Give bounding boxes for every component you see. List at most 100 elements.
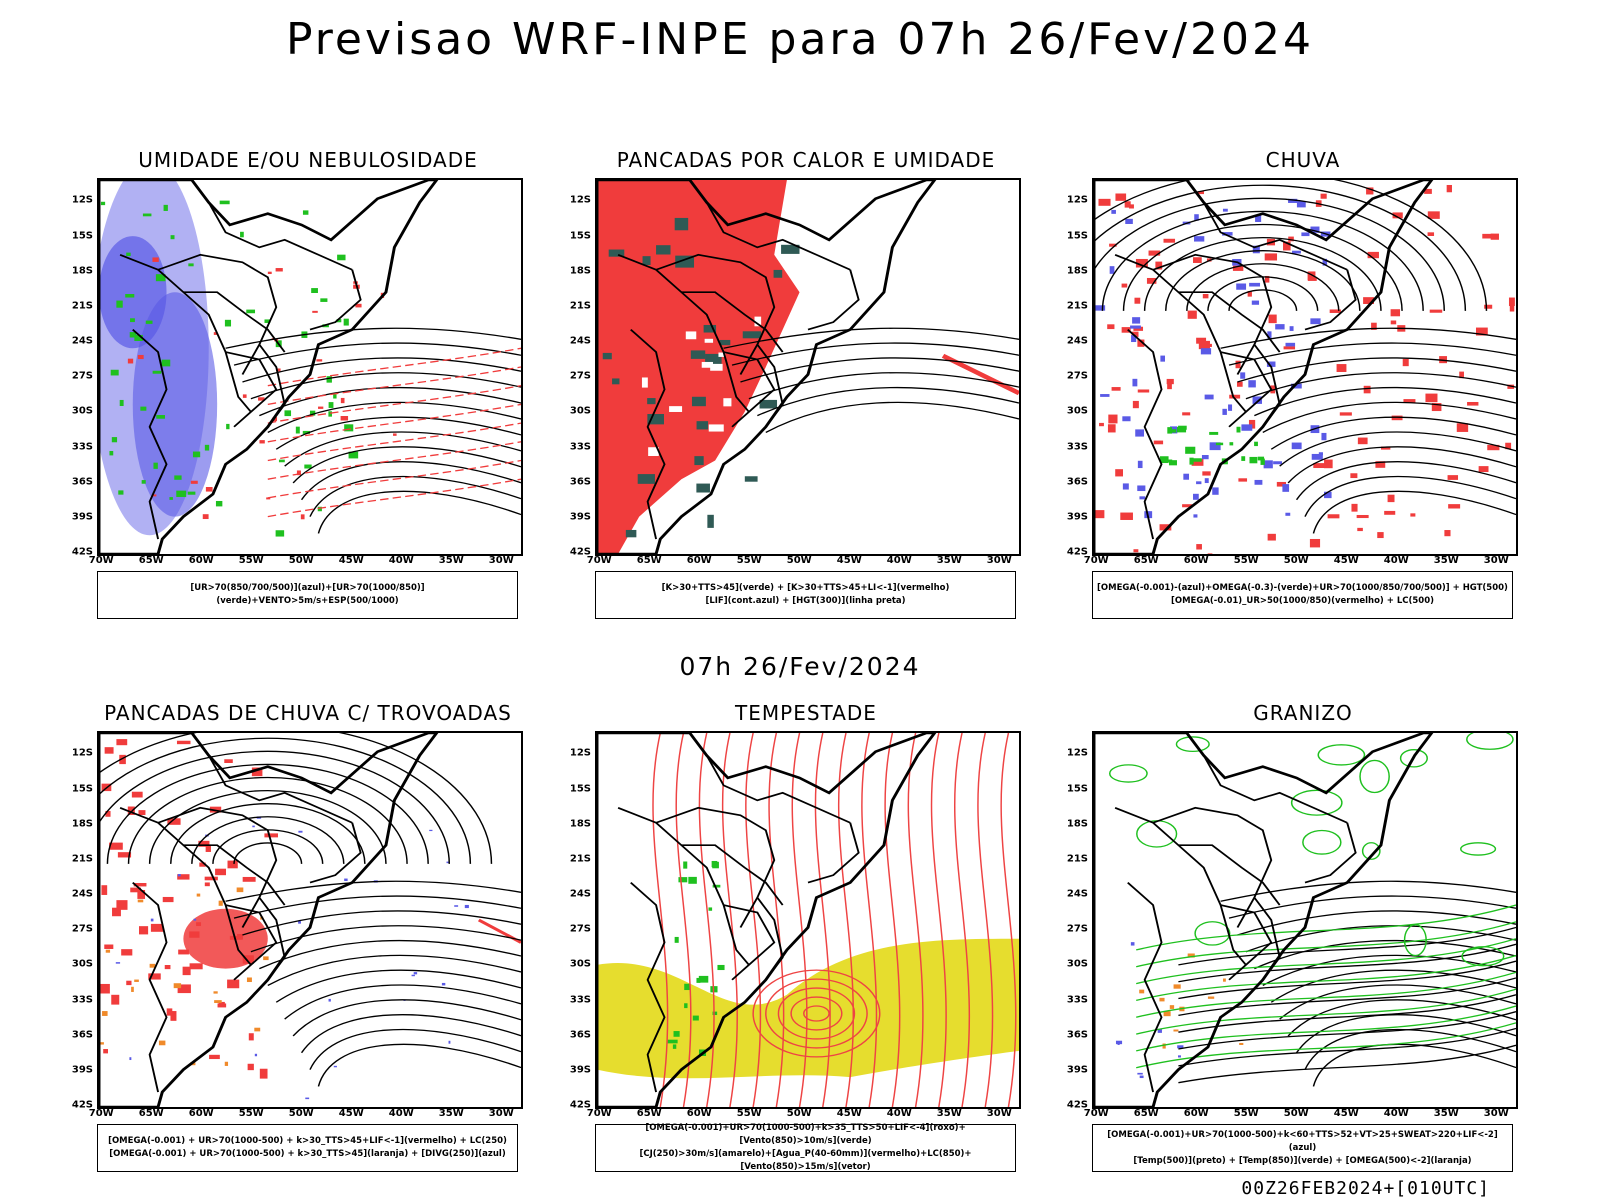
lon-tick-label: 70W xyxy=(88,1108,114,1119)
longitude-axis: 70W 65W 60W 55W 50W 45W 40W 35W 30W xyxy=(89,555,519,569)
forecast-map xyxy=(595,178,1021,556)
lat-tick-label: 21S xyxy=(569,853,591,865)
lat-tick-label: 39S xyxy=(1066,511,1088,523)
lat-tick-label: 18S xyxy=(1066,818,1088,830)
lon-tick-label: 50W xyxy=(786,1108,812,1119)
legend-line: [OMEGA(-0.001)-(azul)+OMEGA(-0.3)-(verde… xyxy=(1097,583,1508,593)
lat-tick-label: 42S xyxy=(1066,546,1088,558)
longitude-axis: 70W 65W 60W 55W 50W 45W 40W 35W 30W xyxy=(1084,555,1514,569)
longitude-axis: 70W 65W 60W 55W 50W 45W 40W 35W 30W xyxy=(587,555,1017,569)
legend-line: [Temp(500)](preto) + [Temp(850)](verde) … xyxy=(1133,1155,1472,1166)
panel-title: PANCADAS POR CALOR E UMIDADE xyxy=(616,148,996,172)
panel-title: CHUVA xyxy=(1265,148,1341,172)
lat-tick-label: 30S xyxy=(1066,958,1088,970)
forecast-map xyxy=(97,731,523,1109)
lon-tick-label: 60W xyxy=(686,555,712,566)
lon-tick-label: 55W xyxy=(1233,1108,1259,1119)
lon-tick-label: 70W xyxy=(586,555,612,566)
lon-tick-label: 50W xyxy=(1283,555,1309,566)
lon-tick-label: 30W xyxy=(986,555,1012,566)
lat-tick-label: 33S xyxy=(569,994,591,1006)
lon-tick-label: 45W xyxy=(1333,1108,1359,1119)
lon-tick-label: 40W xyxy=(388,1108,414,1119)
legend-line: [OMEGA(-0.001) + UR>70(1000-500) + k>30_… xyxy=(109,1149,506,1159)
lon-tick-label: 60W xyxy=(1183,555,1209,566)
lat-tick-label: 33S xyxy=(1066,441,1088,453)
lat-tick-label: 30S xyxy=(569,405,591,417)
legend-box: [OMEGA(-0.001) + UR>70(1000-500) + k>30_… xyxy=(97,1124,518,1172)
forecast-time: 07h 26/Fev/2024 xyxy=(679,652,921,681)
lat-tick-label: 12S xyxy=(1066,194,1088,206)
lon-tick-label: 50W xyxy=(288,1108,314,1119)
lat-tick-label: 24S xyxy=(569,888,591,900)
lon-tick-label: 55W xyxy=(736,1108,762,1119)
lat-tick-label: 30S xyxy=(71,958,93,970)
lat-tick-label: 33S xyxy=(71,994,93,1006)
lat-tick-label: 27S xyxy=(569,923,591,935)
lon-tick-label: 45W xyxy=(1333,555,1359,566)
lon-tick-label: 40W xyxy=(886,555,912,566)
lat-tick-label: 27S xyxy=(71,370,93,382)
latitude-axis: 12S 15S 18S 21S 24S 27S 30S 33S 36S 39S 42S xyxy=(57,178,93,558)
lon-tick-label: 30W xyxy=(1483,555,1509,566)
lon-tick-label: 35W xyxy=(438,555,464,566)
legend-line: [OMEGA(-0.001)+UR>70(1000-500)+k<60+TTS>… xyxy=(1107,1129,1498,1153)
lat-tick-label: 21S xyxy=(71,853,93,865)
legend-line: [LIF](cont.azul) + [HGT(300)](linha pret… xyxy=(705,596,906,606)
lon-tick-label: 65W xyxy=(138,555,164,566)
lon-tick-label: 35W xyxy=(936,555,962,566)
lon-tick-label: 40W xyxy=(1383,1108,1409,1119)
lat-tick-label: 15S xyxy=(71,783,93,795)
lat-tick-label: 39S xyxy=(71,511,93,523)
legend-box: [K>30+TTS>45](verde) + [K>30+TTS>45+LI<-… xyxy=(595,571,1016,619)
main-title: Previsao WRF-INPE para 07h 26/Fev/2024 xyxy=(286,14,1314,65)
lat-tick-label: 15S xyxy=(1066,783,1088,795)
legend-box: [OMEGA(-0.001)+UR>70(1000-500)+k>35_TTS>… xyxy=(595,1123,1016,1172)
lon-tick-label: 50W xyxy=(1283,1108,1309,1119)
legend-line: [UR>70(850/700/500)](azul)+[UR>70(1000/8… xyxy=(190,583,425,606)
lat-tick-label: 12S xyxy=(71,194,93,206)
lat-tick-label: 21S xyxy=(1066,300,1088,312)
lon-tick-label: 30W xyxy=(488,1108,514,1119)
lat-tick-label: 12S xyxy=(1066,747,1088,759)
forecast-map xyxy=(1092,178,1518,556)
latitude-axis: 12S 15S 18S 21S 24S 27S 30S 33S 36S 39S 42S xyxy=(1052,731,1088,1111)
lon-tick-label: 40W xyxy=(388,555,414,566)
run-timestamp: 00Z26FEB2024+[010UTC] xyxy=(1241,1178,1490,1199)
lon-tick-label: 35W xyxy=(1433,1108,1459,1119)
lat-tick-label: 12S xyxy=(71,747,93,759)
lon-tick-label: 65W xyxy=(636,1108,662,1119)
lon-tick-label: 40W xyxy=(1383,555,1409,566)
lat-tick-label: 15S xyxy=(71,230,93,242)
lat-tick-label: 33S xyxy=(71,441,93,453)
lat-tick-label: 18S xyxy=(71,818,93,830)
lat-tick-label: 39S xyxy=(569,511,591,523)
lon-tick-label: 35W xyxy=(936,1108,962,1119)
panel-title: UMIDADE E/OU NEBULOSIDADE xyxy=(138,148,478,172)
lon-tick-label: 45W xyxy=(338,555,364,566)
legend-line: [OMEGA(-0.001)+UR>70(1000-500)+k>35_TTS>… xyxy=(645,1123,966,1146)
lat-tick-label: 30S xyxy=(71,405,93,417)
lat-tick-label: 36S xyxy=(569,476,591,488)
longitude-axis: 70W 65W 60W 55W 50W 45W 40W 35W 30W xyxy=(89,1108,519,1122)
latitude-axis: 12S 15S 18S 21S 24S 27S 30S 33S 36S 39S 42S xyxy=(1052,178,1088,558)
panel-title: GRANIZO xyxy=(1253,701,1353,725)
lon-tick-label: 70W xyxy=(586,1108,612,1119)
forecast-map xyxy=(595,731,1021,1109)
lat-tick-label: 18S xyxy=(71,265,93,277)
longitude-axis: 70W 65W 60W 55W 50W 45W 40W 35W 30W xyxy=(587,1108,1017,1122)
legend-box: [UR>70(850/700/500)](azul)+[UR>70(1000/8… xyxy=(97,571,518,619)
lon-tick-label: 70W xyxy=(1083,555,1109,566)
lat-tick-label: 39S xyxy=(569,1064,591,1076)
lat-tick-label: 36S xyxy=(71,1029,93,1041)
lat-tick-label: 24S xyxy=(1066,888,1088,900)
lat-tick-label: 42S xyxy=(1066,1099,1088,1111)
longitude-axis: 70W 65W 60W 55W 50W 45W 40W 35W 30W xyxy=(1084,1108,1514,1122)
lat-tick-label: 33S xyxy=(1066,994,1088,1006)
lon-tick-label: 30W xyxy=(488,555,514,566)
lon-tick-label: 60W xyxy=(1183,1108,1209,1119)
legend-line: [OMEGA(-0.01)_UR>50(1000/850)(vermelho) … xyxy=(1170,596,1435,606)
legend-box: [OMEGA(-0.001)-(azul)+OMEGA(-0.3)-(verde… xyxy=(1092,571,1513,619)
lon-tick-label: 60W xyxy=(686,1108,712,1119)
legend-box: [OMEGA(-0.001)+UR>70(1000-500)+k<60+TTS>… xyxy=(1092,1124,1513,1172)
